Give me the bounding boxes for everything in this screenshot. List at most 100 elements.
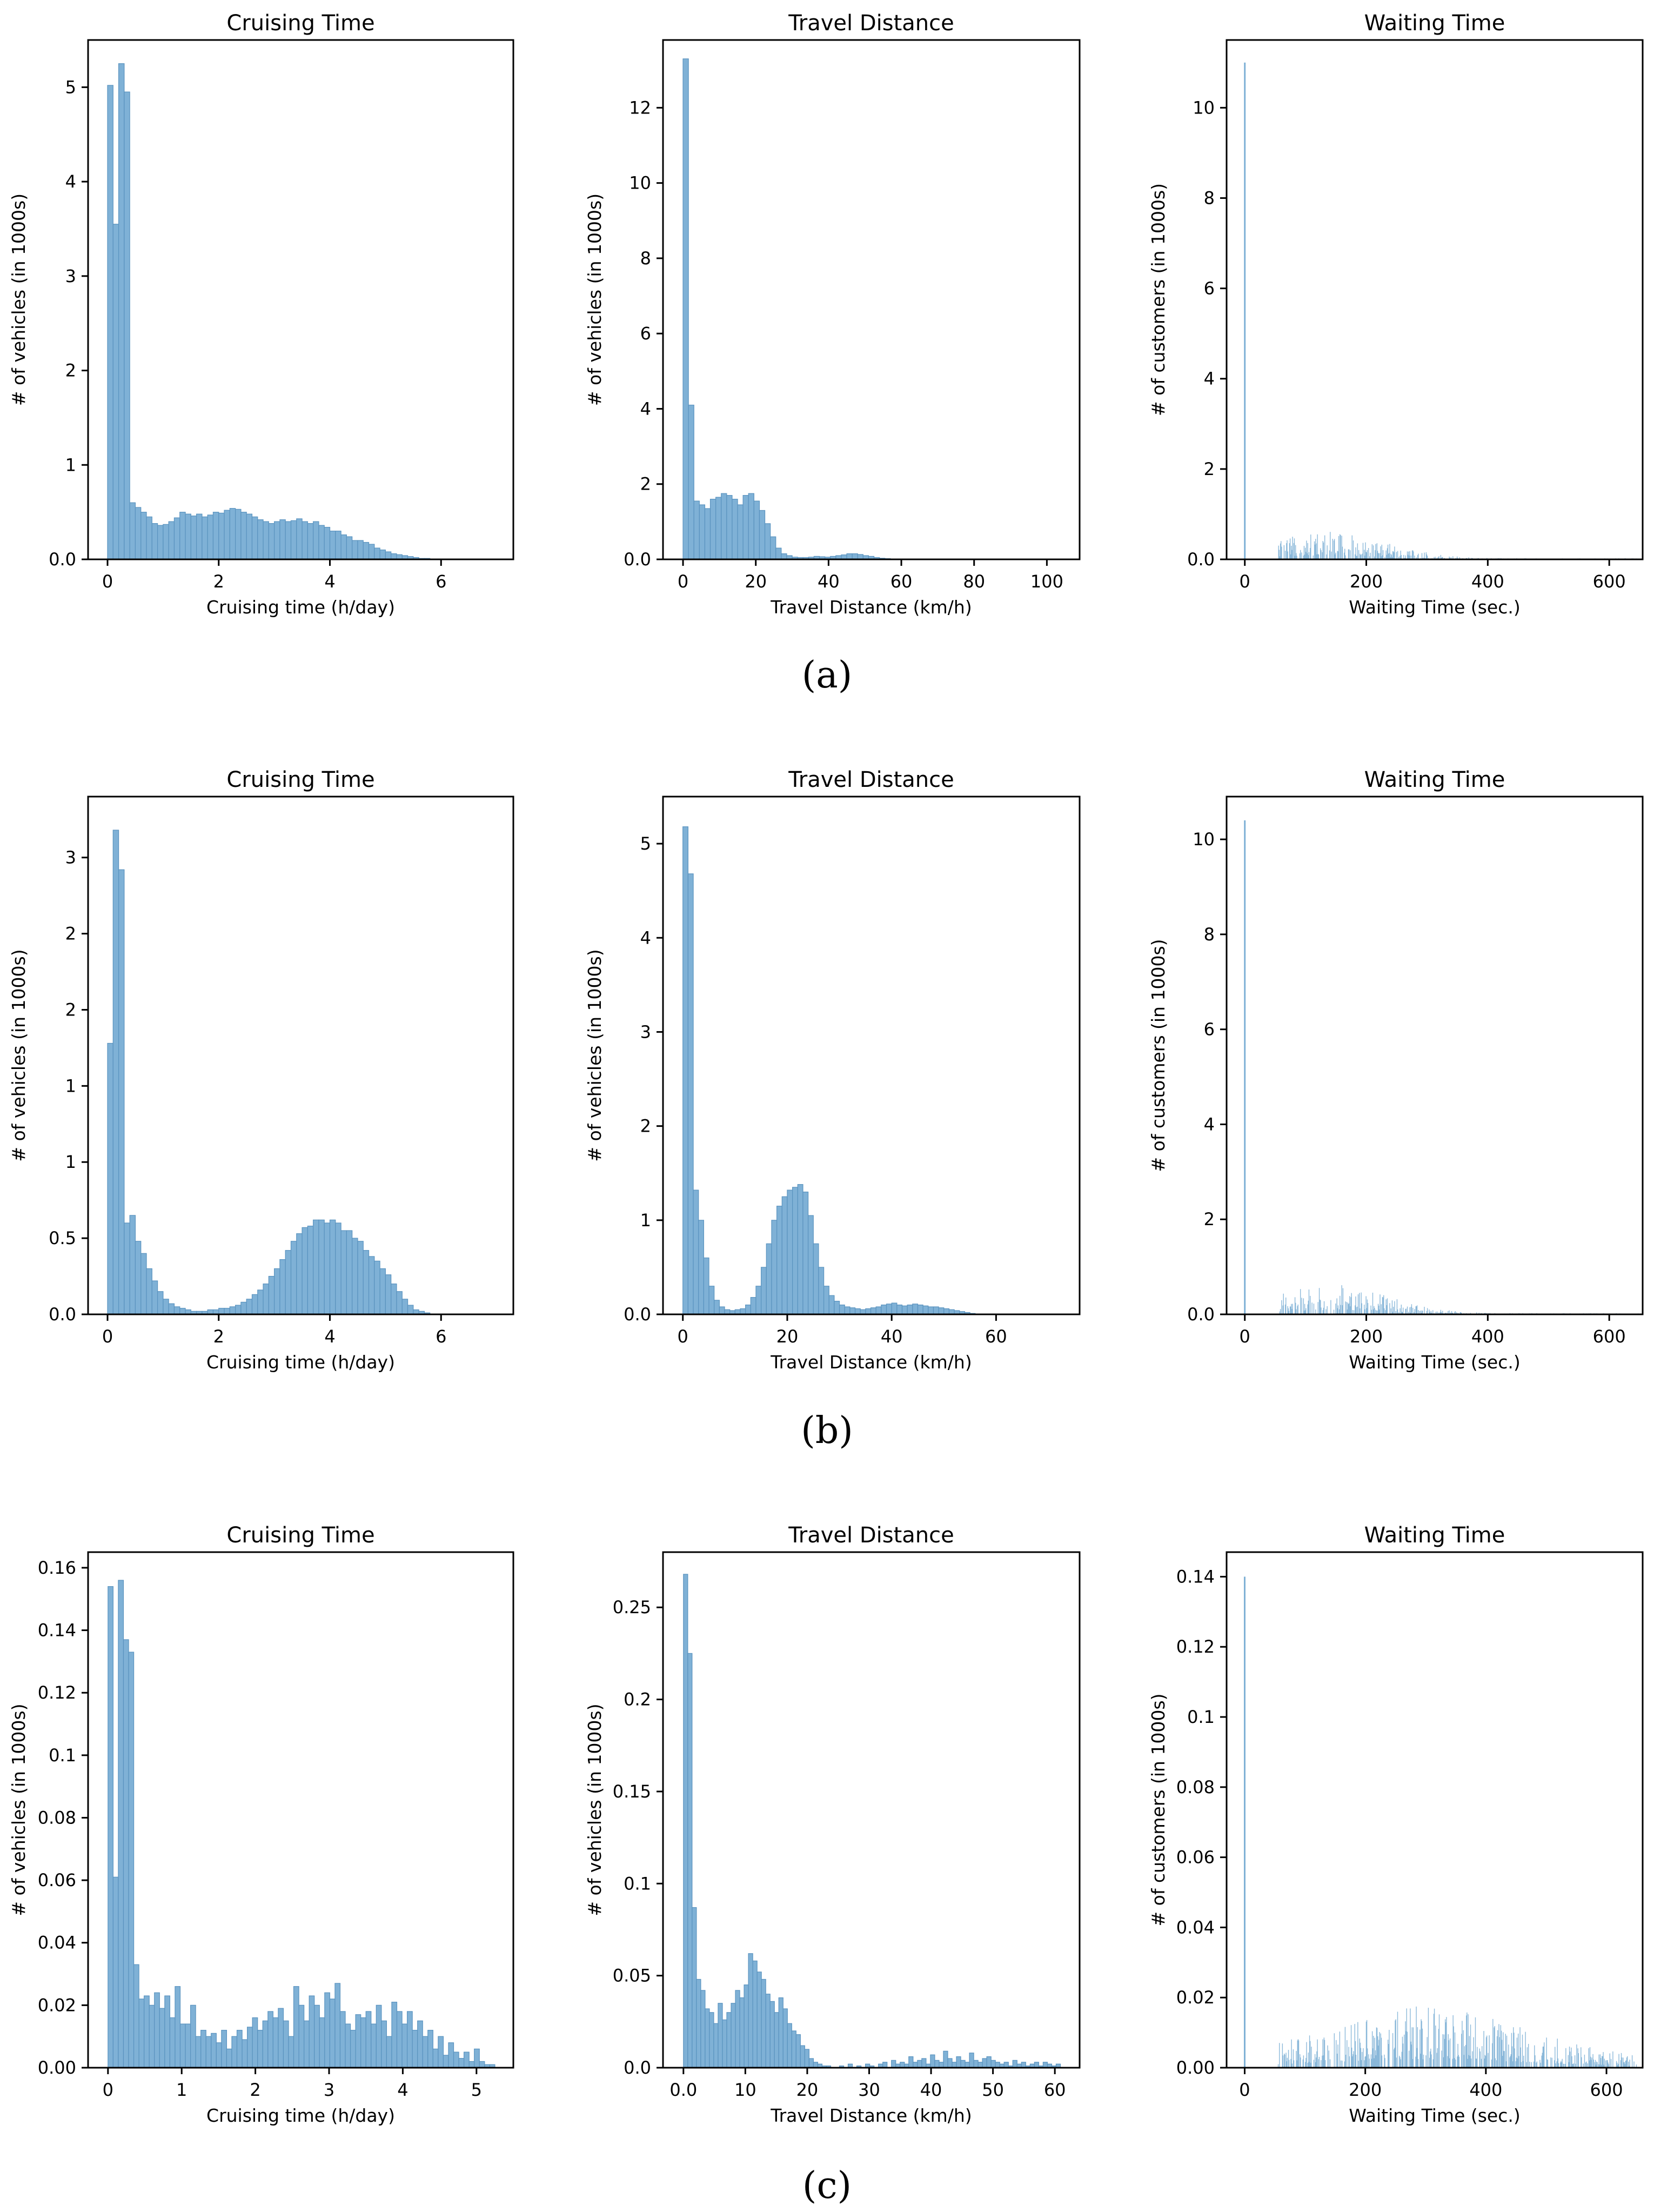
bar (1409, 551, 1410, 559)
y-tick-label: 2 (640, 1116, 651, 1137)
bar (819, 1267, 824, 1314)
y-tick-label: 0.05 (613, 1966, 651, 1986)
y-tick-label: 6 (640, 323, 651, 344)
axes-frame (88, 40, 513, 559)
bar (202, 517, 207, 559)
y-tick-label: 0.12 (1176, 1636, 1215, 1657)
y-tick-label: 0.0 (1187, 1304, 1215, 1325)
bar (438, 2036, 444, 2068)
x-tick-label: 60 (1044, 2080, 1066, 2100)
bar (319, 525, 324, 559)
bar (771, 537, 776, 559)
bar (1627, 2056, 1628, 2068)
bar (1292, 537, 1293, 559)
y-tick-label: 4 (1204, 1114, 1215, 1134)
x-tick-label: 30 (858, 2080, 880, 2100)
bar (1279, 2043, 1280, 2068)
bar (982, 2059, 987, 2068)
bar (356, 2015, 361, 2068)
y-tick-label: 12 (629, 97, 651, 118)
bar (152, 524, 157, 559)
bar (969, 2053, 974, 2068)
bar (829, 1295, 834, 1314)
bar (813, 1244, 819, 1314)
bar (1551, 2058, 1552, 2068)
bar (216, 2043, 222, 2068)
bar (336, 531, 341, 559)
bar (230, 1307, 235, 1314)
x-axis-label: Cruising time (h/day) (206, 2105, 395, 2126)
bar (294, 1987, 299, 2068)
bar (923, 1306, 928, 1314)
y-axis-label: # of vehicles (in 1000s) (584, 193, 605, 406)
bar (144, 1996, 150, 2068)
bar (1521, 2062, 1522, 2068)
x-tick-label: 400 (1469, 2080, 1502, 2100)
y-tick-label: 0.1 (624, 1873, 651, 1894)
bar (391, 1284, 397, 1314)
bar (892, 1303, 897, 1314)
x-tick-label: 0 (678, 571, 688, 592)
bar (1281, 1300, 1282, 1314)
bar (1013, 2060, 1017, 2068)
bar (800, 2046, 805, 2068)
bar (1492, 2019, 1493, 2068)
bar (219, 513, 224, 559)
bar (464, 2052, 470, 2068)
bar (813, 2062, 818, 2068)
chart-title: Waiting Time (1364, 767, 1505, 792)
x-tick-label: 0 (1239, 2080, 1250, 2100)
bar (185, 514, 191, 559)
bar (961, 2060, 965, 2068)
caption-b: (b) (0, 1409, 1654, 1452)
bar (1349, 2056, 1350, 2068)
bar (330, 1220, 336, 1314)
y-tick-label: 2 (65, 999, 76, 1020)
bar (1407, 1307, 1408, 1314)
bar (704, 1258, 709, 1314)
bar (130, 503, 135, 559)
bar (1394, 1301, 1395, 1314)
x-tick-label: 60 (890, 571, 913, 592)
bar (777, 1206, 782, 1314)
bar (683, 827, 688, 1314)
y-tick-label: 1 (65, 455, 76, 475)
bar (1550, 2057, 1551, 2068)
bar (900, 2062, 905, 2068)
bar (855, 1309, 861, 1314)
chart-title: Waiting Time (1364, 1523, 1505, 1548)
bar (738, 505, 743, 559)
x-tick-label: 100 (1030, 571, 1063, 592)
bar (119, 64, 124, 559)
x-tick-label: 6 (436, 571, 446, 592)
bar (688, 405, 694, 559)
bar (1340, 535, 1341, 559)
x-axis-label: Travel Distance (km/h) (770, 1352, 972, 1373)
bar (746, 1305, 751, 1314)
y-tick-label: 5 (65, 77, 76, 97)
y-axis-label: # of customers (in 1000s) (1148, 183, 1169, 416)
bar (1425, 2055, 1426, 2068)
bar (376, 2005, 381, 2068)
bar (1378, 553, 1379, 559)
bar (369, 1257, 374, 1314)
bar (757, 1972, 761, 2068)
x-tick-label: 40 (818, 571, 840, 592)
bar (705, 2009, 709, 2068)
bar (952, 2062, 956, 2068)
bar (883, 2062, 887, 2068)
bar (252, 517, 257, 559)
histogram-bars (1244, 63, 1639, 559)
bar (1527, 2047, 1528, 2068)
bar (391, 554, 397, 559)
bar (309, 1996, 314, 2068)
bar (772, 1220, 777, 1314)
bar (1303, 2055, 1304, 2068)
bar (1396, 552, 1397, 559)
bar (1565, 2048, 1566, 2068)
bar (699, 1220, 704, 1314)
bar (719, 1307, 725, 1314)
bar (692, 1908, 697, 2068)
